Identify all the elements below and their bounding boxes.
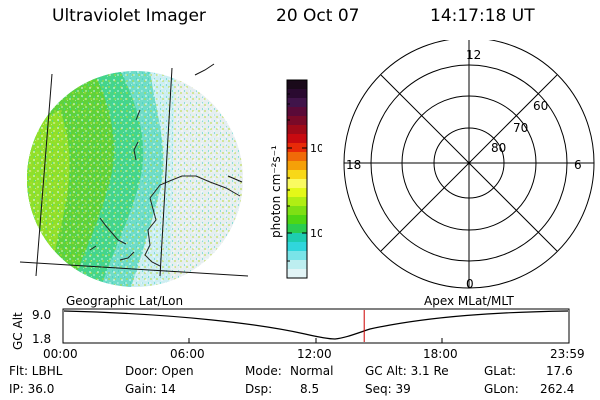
colorbar-band bbox=[287, 197, 307, 207]
colorbar-band bbox=[287, 242, 307, 252]
image-time: 14:17:18 UT bbox=[430, 6, 535, 26]
colorbar-tick-10: 10 bbox=[310, 227, 322, 240]
colorbar-band bbox=[287, 98, 307, 108]
info-dsp-value: 8.5 bbox=[300, 382, 320, 396]
colorbar-unit-label: photon cm⁻²s⁻¹ bbox=[269, 145, 283, 238]
colorbar-band bbox=[287, 80, 307, 90]
info-door: Door: Open bbox=[125, 364, 194, 378]
colorbar-band bbox=[287, 215, 307, 225]
polar-label-18: 18 bbox=[346, 158, 361, 172]
altitude-timeline: GC Alt 9.0 1.8 00:00 06:00 12:00 18:00 2… bbox=[11, 308, 585, 361]
colorbar-tick-100: 100 bbox=[310, 142, 322, 155]
timeline-x-ticks bbox=[62, 338, 570, 343]
colorbar-band bbox=[287, 116, 307, 126]
info-glon-label: GLon: bbox=[484, 382, 519, 396]
info-glon-value: 262.4 bbox=[540, 382, 575, 396]
colorbar-band bbox=[287, 251, 307, 261]
colorbar-band bbox=[287, 125, 307, 135]
polar-label-6: 6 bbox=[574, 158, 582, 172]
info-filter: Flt: LBHL bbox=[9, 364, 63, 378]
colorbar-band bbox=[287, 233, 307, 243]
colorbar-band bbox=[287, 161, 307, 171]
timeline-x-tick-0600: 06:00 bbox=[170, 347, 205, 361]
timeline-y-tick-1-8: 1.8 bbox=[32, 332, 51, 346]
uv-image bbox=[19, 63, 249, 287]
timeline-right-label: Apex MLat/MLT bbox=[424, 294, 514, 308]
colorbar-band bbox=[287, 170, 307, 180]
info-ip: IP: 36.0 bbox=[9, 382, 55, 396]
colorbar-band bbox=[287, 188, 307, 198]
info-glat-value: 17.6 bbox=[546, 364, 573, 378]
timeline-x-tick-1200: 12:00 bbox=[297, 347, 332, 361]
polar-grid bbox=[343, 40, 595, 289]
polar-label-0: 0 bbox=[466, 277, 474, 291]
colorbar-band bbox=[287, 206, 307, 216]
colorbar-band bbox=[287, 152, 307, 162]
info-mode-label: Mode: bbox=[245, 364, 282, 378]
colorbar-band bbox=[287, 260, 307, 270]
info-mode-value: Normal bbox=[290, 364, 334, 378]
image-date: 20 Oct 07 bbox=[276, 6, 360, 26]
colorbar-band bbox=[287, 269, 307, 279]
polar-label-12: 12 bbox=[466, 48, 481, 62]
info-gc-alt: GC Alt: 3.1 Re bbox=[365, 364, 449, 378]
colorbar-band bbox=[287, 107, 307, 117]
timeline-x-tick-0000: 00:00 bbox=[43, 347, 78, 361]
altitude-curve bbox=[63, 310, 569, 340]
polar-label-80: 80 bbox=[491, 141, 506, 155]
colorbar-gradient bbox=[287, 80, 307, 279]
uv-disc bbox=[27, 71, 243, 287]
info-seq: Seq: 39 bbox=[365, 382, 411, 396]
info-dsp-label: Dsp: bbox=[245, 382, 273, 396]
polar-label-60: 60 bbox=[533, 99, 548, 113]
info-gain: Gain: 14 bbox=[125, 382, 176, 396]
colorbar-band bbox=[287, 143, 307, 153]
colorbar-frame bbox=[286, 79, 308, 279]
timeline-y-tick-9: 9.0 bbox=[32, 308, 51, 322]
colorbar-band bbox=[287, 134, 307, 144]
polar-plot: 12 18 6 0 60 70 80 bbox=[343, 40, 595, 291]
info-glat-label: GLat: bbox=[484, 364, 517, 378]
colorbar-band bbox=[287, 179, 307, 189]
colorbar-band bbox=[287, 89, 307, 99]
colorbar-ticks bbox=[287, 93, 307, 262]
timeline-x-tick-1800: 18:00 bbox=[423, 347, 458, 361]
app-title: Ultraviolet Imager bbox=[52, 6, 206, 26]
timeline-left-label: Geographic Lat/Lon bbox=[66, 294, 184, 308]
colorbar-band bbox=[287, 224, 307, 234]
colorbar: 100 10 photon cm⁻²s⁻¹ bbox=[269, 79, 322, 279]
timeline-x-tick-2359: 23:59 bbox=[550, 347, 585, 361]
polar-label-70: 70 bbox=[513, 121, 528, 135]
timeline-y-axis-label: GC Alt bbox=[11, 312, 25, 350]
geo-grid-lines bbox=[19, 63, 249, 277]
